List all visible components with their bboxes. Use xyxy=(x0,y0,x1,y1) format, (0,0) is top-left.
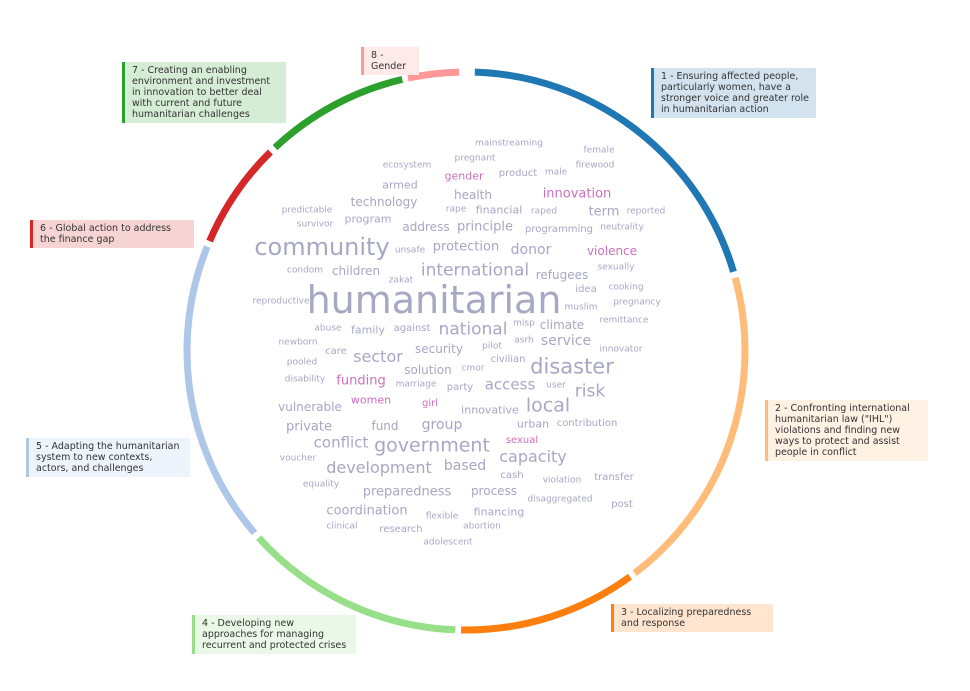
theme-label-1[interactable]: 1 - Ensuring affected people, particular… xyxy=(651,68,816,118)
theme-label-4[interactable]: 4 - Developing new approaches for managi… xyxy=(192,615,356,654)
theme-label-8-text: 8 - Gender xyxy=(371,50,407,72)
theme-label-8[interactable]: 8 - Gender xyxy=(361,47,419,75)
theme-label-4-text: 4 - Developing new approaches for managi… xyxy=(202,618,347,651)
arc-theme-2[interactable] xyxy=(632,276,749,576)
theme-label-3[interactable]: 3 - Localizing preparedness and response xyxy=(611,604,773,632)
arc-theme-3[interactable] xyxy=(461,573,633,634)
theme-label-1-text: 1 - Ensuring affected people, particular… xyxy=(661,71,809,115)
theme-label-2-text: 2 - Confronting international humanitari… xyxy=(775,403,910,458)
theme-label-6-text: 6 - Global action to address the finance… xyxy=(40,223,171,245)
theme-label-5[interactable]: 5 - Adapting the humanitarian system to … xyxy=(26,438,190,477)
arc-theme-7[interactable] xyxy=(272,75,404,151)
theme-label-3-text: 3 - Localizing preparedness and response xyxy=(621,607,752,629)
theme-label-7[interactable]: 7 - Creating an enabling environment and… xyxy=(122,62,286,123)
arc-theme-5[interactable] xyxy=(183,245,258,536)
theme-label-5-text: 5 - Adapting the humanitarian system to … xyxy=(36,441,180,474)
arc-theme-6[interactable] xyxy=(206,149,273,243)
theme-label-2[interactable]: 2 - Confronting international humanitari… xyxy=(765,400,928,461)
theme-label-7-text: 7 - Creating an enabling environment and… xyxy=(132,65,271,120)
arc-theme-4[interactable] xyxy=(256,535,456,634)
theme-label-6[interactable]: 6 - Global action to address the finance… xyxy=(30,220,194,248)
arc-theme-8[interactable] xyxy=(407,68,460,82)
arc-theme-1[interactable] xyxy=(474,68,737,273)
